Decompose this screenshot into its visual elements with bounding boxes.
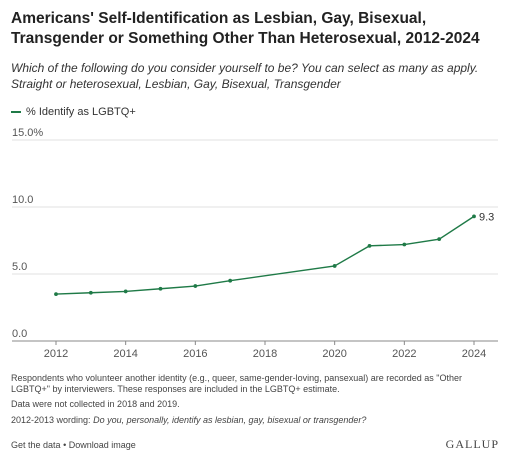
note-wording-text: Do you, personally, identify as lesbian,…	[93, 415, 367, 425]
y-tick-label: 15.0%	[12, 127, 43, 139]
gallup-logo: GALLUP	[445, 437, 499, 451]
note-wording-label: 2012-2013 wording:	[11, 415, 91, 425]
footer: Get the data • Download image	[11, 440, 136, 450]
x-tick-label: 2024	[462, 348, 486, 360]
legend-line-swatch	[11, 111, 21, 113]
note-wording: 2012-2013 wording: Do you, personally, i…	[11, 415, 503, 426]
data-point	[472, 214, 476, 219]
x-tick-label: 2012	[44, 348, 68, 360]
chart-subtitle: Which of the following do you consider y…	[11, 61, 479, 91]
data-point	[158, 286, 163, 291]
data-point	[193, 284, 198, 288]
data-point	[437, 237, 442, 242]
note-not-collected: Data were not collected in 2018 and 2019…	[11, 399, 180, 409]
download-image-link[interactable]: Download image	[68, 440, 136, 450]
footer-separator: •	[63, 440, 67, 450]
data-point	[402, 242, 407, 247]
x-tick-label: 2016	[183, 348, 207, 360]
y-tick-label: 0.0	[12, 328, 27, 340]
data-point	[332, 264, 337, 268]
data-point	[88, 290, 93, 295]
x-tick-label: 2018	[253, 348, 277, 360]
series-line	[55, 215, 475, 295]
get-data-link[interactable]: Get the data	[11, 440, 61, 450]
note-respondents: Respondents who volunteer another identi…	[11, 373, 462, 394]
data-point	[54, 292, 58, 296]
chart-title: Americans' Self-Identification as Lesbia…	[11, 10, 480, 47]
x-tick-label: 2014	[113, 348, 137, 360]
x-tick-label: 2020	[322, 348, 346, 360]
legend-label: % Identify as LGBTQ+	[26, 106, 136, 118]
legend: % Identify as LGBTQ+	[11, 106, 136, 118]
end-value-label: 9.3	[479, 211, 494, 223]
data-point	[367, 243, 372, 248]
y-tick-label: 10.0	[12, 194, 33, 206]
data-point	[228, 278, 233, 283]
x-tick-label: 2022	[392, 348, 416, 360]
y-tick-label: 5.0	[12, 261, 27, 273]
data-point	[123, 289, 128, 294]
